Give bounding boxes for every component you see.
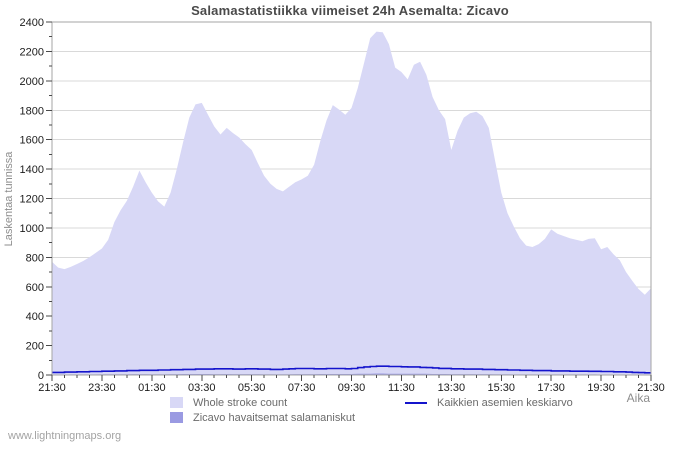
chart-title: Salamastatistiikka viimeiset 24h Asemalt… (191, 3, 509, 18)
legend-item-average-line: Kaikkien asemien keskiarvo (405, 395, 573, 410)
svg-text:1000: 1000 (20, 223, 44, 235)
svg-text:1200: 1200 (20, 194, 44, 206)
svg-text:15:30: 15:30 (487, 382, 515, 394)
svg-text:05:30: 05:30 (238, 382, 266, 394)
svg-text:0: 0 (38, 370, 44, 382)
svg-text:07:30: 07:30 (288, 382, 316, 394)
svg-text:400: 400 (26, 311, 44, 323)
legend-swatch-zicavo-strokes (170, 412, 183, 423)
svg-text:13:30: 13:30 (438, 382, 466, 394)
legend-label-whole-stroke-count: Whole stroke count (193, 396, 288, 409)
svg-text:01:30: 01:30 (138, 382, 166, 394)
svg-text:19:30: 19:30 (587, 382, 615, 394)
svg-text:03:30: 03:30 (188, 382, 216, 394)
chart-legend: Whole stroke count Kaikkien asemien kesk… (170, 395, 670, 425)
svg-text:1400: 1400 (20, 164, 44, 176)
watermark: www.lightningmaps.org (8, 430, 122, 442)
legend-swatch-whole-stroke-count (170, 397, 183, 408)
svg-text:2000: 2000 (20, 76, 44, 88)
y-axis-title: Laskentaa tunnissa (3, 151, 15, 247)
legend-item-zicavo-strokes: Zicavo havaitsemat salamaniskut (170, 412, 355, 424)
legend-item-whole-stroke-count: Whole stroke count (170, 397, 287, 409)
svg-text:23:30: 23:30 (88, 382, 116, 394)
svg-text:09:30: 09:30 (338, 382, 366, 394)
svg-text:1600: 1600 (20, 135, 44, 147)
svg-text:200: 200 (26, 341, 44, 353)
svg-text:1800: 1800 (20, 105, 44, 117)
svg-text:600: 600 (26, 282, 44, 294)
svg-text:11:30: 11:30 (388, 382, 415, 394)
legend-label-average-line: Kaikkien asemien keskiarvo (437, 396, 573, 409)
svg-text:800: 800 (26, 252, 44, 264)
svg-text:17:30: 17:30 (537, 382, 565, 394)
svg-text:21:30: 21:30 (637, 382, 665, 394)
svg-text:2200: 2200 (20, 46, 44, 58)
x-axis-title: Aika (626, 391, 650, 405)
legend-label-zicavo-strokes: Zicavo havaitsemat salamaniskut (193, 411, 356, 424)
svg-text:21:30: 21:30 (38, 382, 66, 394)
svg-text:2400: 2400 (20, 17, 44, 29)
legend-line-sample-icon (405, 401, 427, 404)
